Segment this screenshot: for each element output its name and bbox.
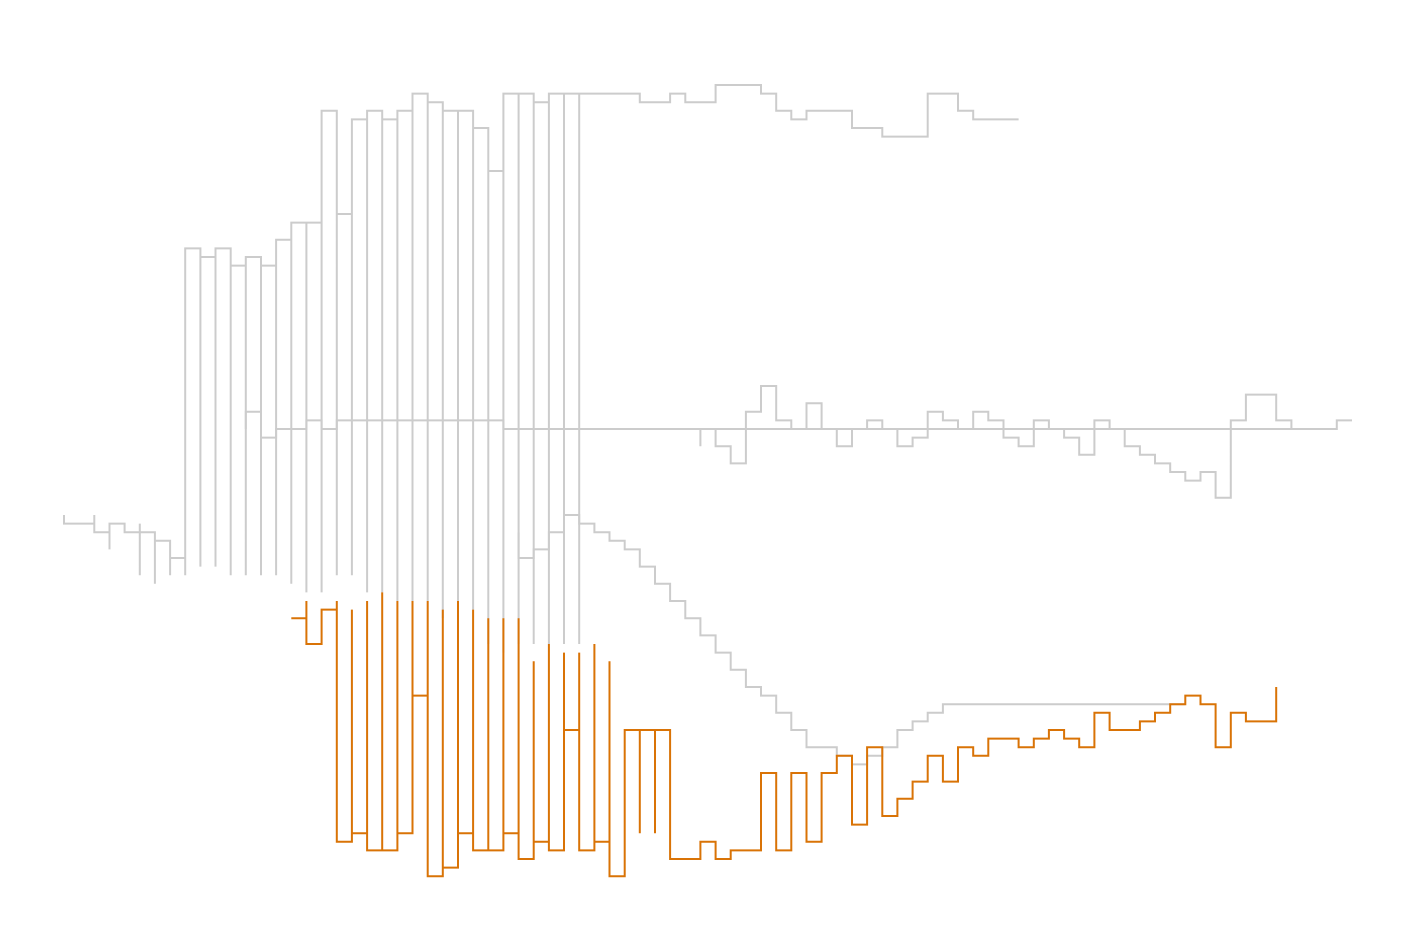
series-0-line-1: [244, 410, 1337, 439]
series-0-line-0: [63, 84, 1019, 653]
series-group-0: [63, 84, 1352, 766]
series-0-line-2: [699, 385, 1352, 499]
series-group-1: [291, 592, 1278, 878]
series-1-line-0: [291, 592, 1278, 878]
series-0-line-3: [517, 514, 1186, 766]
plot-area: [63, 84, 1352, 878]
